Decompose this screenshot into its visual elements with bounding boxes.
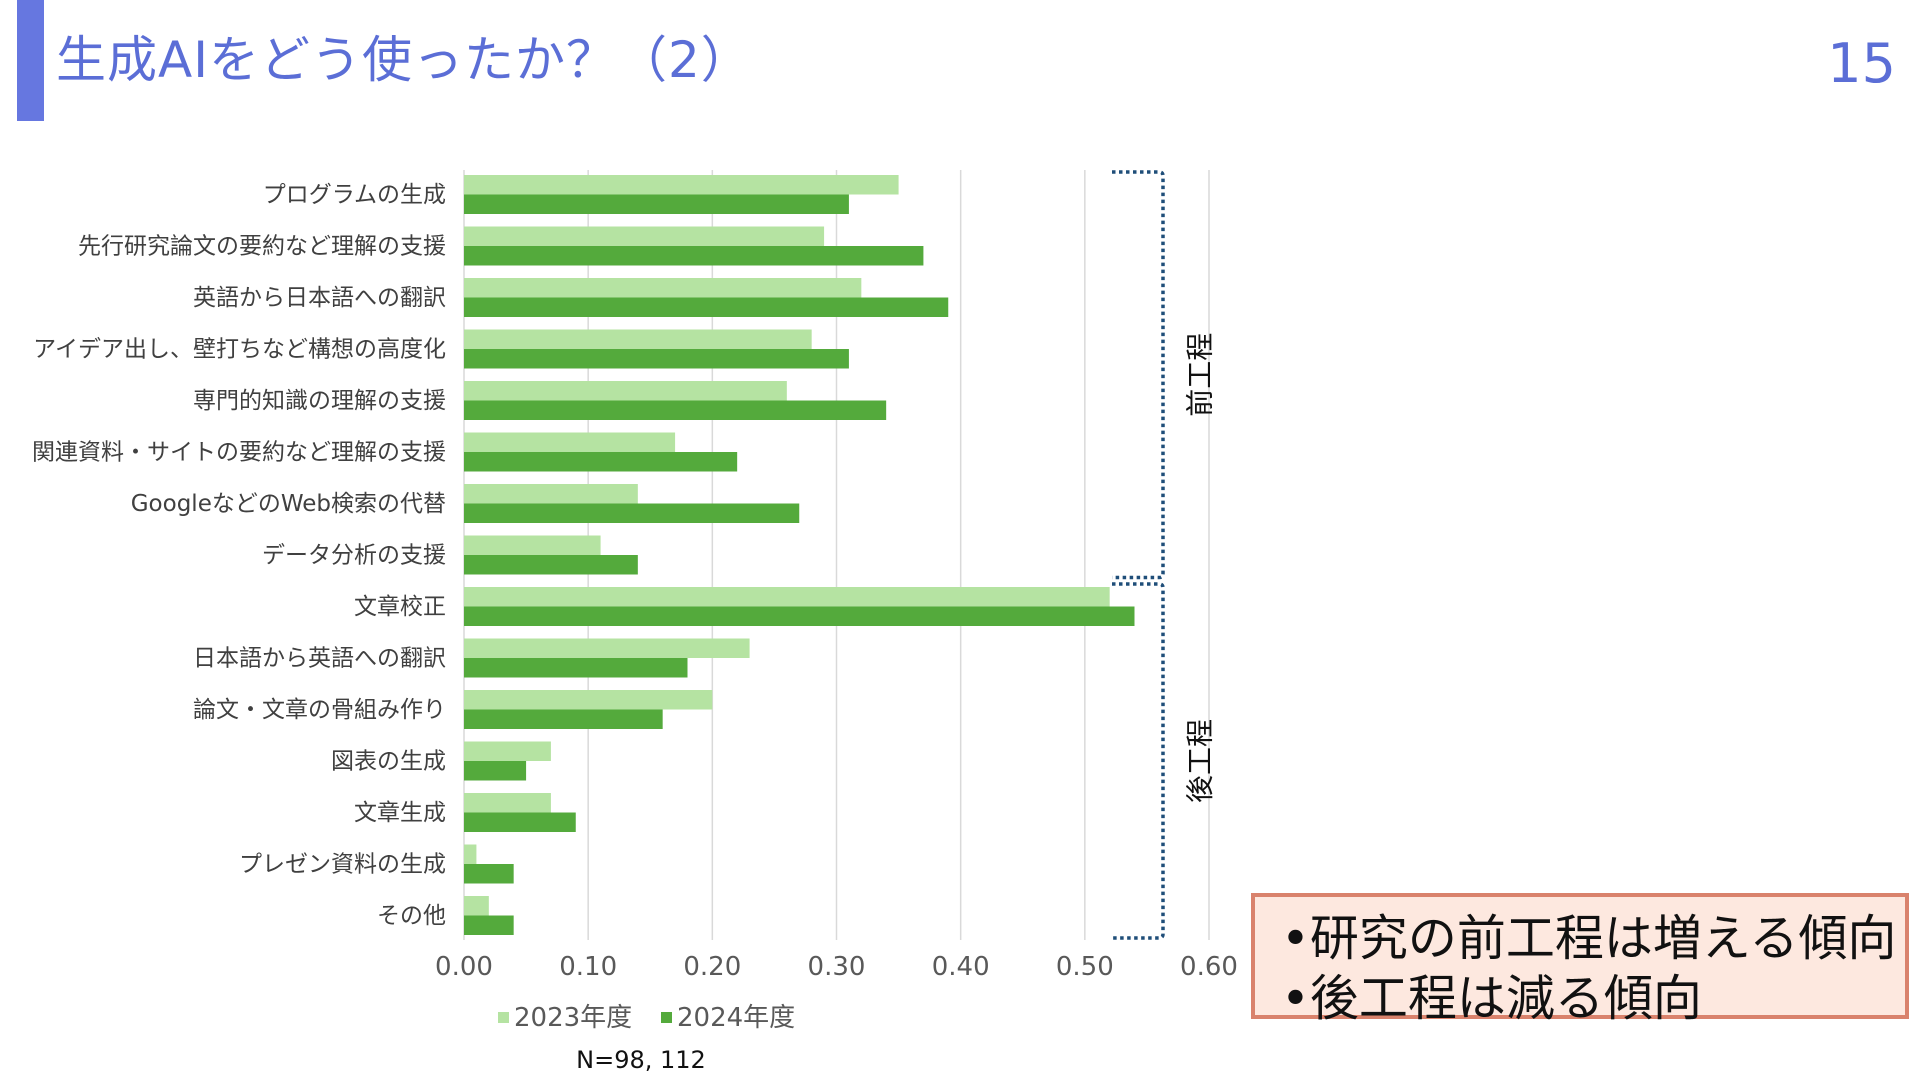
- category-label: アイデア出し、壁打ちなど構想の高度化: [33, 337, 446, 363]
- category-label: 日本語から英語への翻訳: [193, 646, 446, 672]
- x-tick-label: 0.40: [932, 952, 990, 982]
- bar-2023: [464, 278, 862, 298]
- category-label: プログラムの生成: [263, 182, 446, 208]
- group-label: 後工程: [1184, 719, 1217, 803]
- bar-2023: [464, 329, 812, 349]
- group-bracket: [1112, 582, 1165, 940]
- bar-2024: [464, 761, 527, 781]
- bar-2024: [464, 452, 738, 472]
- x-tick-label: 0.60: [1180, 952, 1238, 982]
- bar-2024: [464, 400, 887, 420]
- legend-label: 2023年度: [514, 1003, 632, 1033]
- bar-2023: [464, 381, 787, 401]
- sample-size-note: N=98, 112: [576, 1046, 706, 1074]
- bar-2024: [464, 503, 800, 523]
- bar-2023: [464, 432, 676, 452]
- bar-2023: [464, 793, 551, 813]
- x-tick-label: 0.20: [683, 952, 741, 982]
- bar-2023: [464, 690, 713, 710]
- bar-2023: [464, 226, 825, 246]
- category-label: 関連資料・サイトの要約など理解の支援: [32, 440, 446, 466]
- page-number: 15: [1827, 32, 1896, 95]
- group-bracket: [1112, 170, 1165, 580]
- category-label: 論文・文章の骨組み作り: [193, 697, 446, 723]
- callout-line: •研究の前工程は増える傾向: [1281, 910, 1897, 967]
- category-label: データ分析の支援: [262, 543, 446, 569]
- legend-swatch: [498, 1012, 509, 1023]
- bar-2024: [464, 812, 576, 832]
- category-label: 英語から日本語への翻訳: [193, 285, 446, 311]
- category-label: 文章生成: [354, 800, 446, 826]
- bar-2024: [464, 297, 949, 317]
- bar-2023: [464, 484, 638, 504]
- x-tick-label: 0.00: [435, 952, 493, 982]
- callout-box: •研究の前工程は増える傾向 •後工程は減る傾向: [1251, 893, 1909, 1027]
- legend-swatch: [661, 1012, 672, 1023]
- bar-2024: [464, 349, 849, 369]
- bar-2024: [464, 246, 924, 266]
- category-label: その他: [377, 903, 446, 929]
- title-accent-bar: [17, 0, 44, 121]
- bar-2024: [464, 555, 638, 575]
- callout-line: •後工程は減る傾向: [1281, 970, 1702, 1027]
- group-label: 前工程: [1184, 333, 1217, 417]
- bar-2023: [464, 175, 899, 195]
- category-label: プレゼン資料の生成: [239, 852, 446, 878]
- bar-2024: [464, 864, 514, 884]
- bar-2023: [464, 741, 551, 761]
- legend-label: 2024年度: [677, 1003, 795, 1033]
- x-tick-label: 0.10: [559, 952, 617, 982]
- bar-2024: [464, 709, 663, 729]
- bar-2023: [464, 638, 750, 658]
- bar-2024: [464, 658, 688, 678]
- category-label: 専門的知識の理解の支援: [193, 388, 446, 414]
- bar-2023: [464, 587, 1110, 607]
- bar-2024: [464, 606, 1135, 626]
- bar-2023: [464, 844, 477, 864]
- x-tick-label: 0.50: [1056, 952, 1114, 982]
- slide-title: 生成AIをどう使ったか？（2）: [56, 31, 752, 89]
- category-label: 文章校正: [354, 594, 446, 620]
- bar-2024: [464, 915, 514, 935]
- category-label: 図表の生成: [331, 749, 446, 775]
- bar-2023: [464, 535, 601, 555]
- category-label: 先行研究論文の要約など理解の支援: [78, 234, 446, 260]
- x-tick-label: 0.30: [808, 952, 866, 982]
- bar-2024: [464, 194, 849, 214]
- category-label: GoogleなどのWeb検索の代替: [131, 491, 446, 517]
- bar-2023: [464, 896, 489, 916]
